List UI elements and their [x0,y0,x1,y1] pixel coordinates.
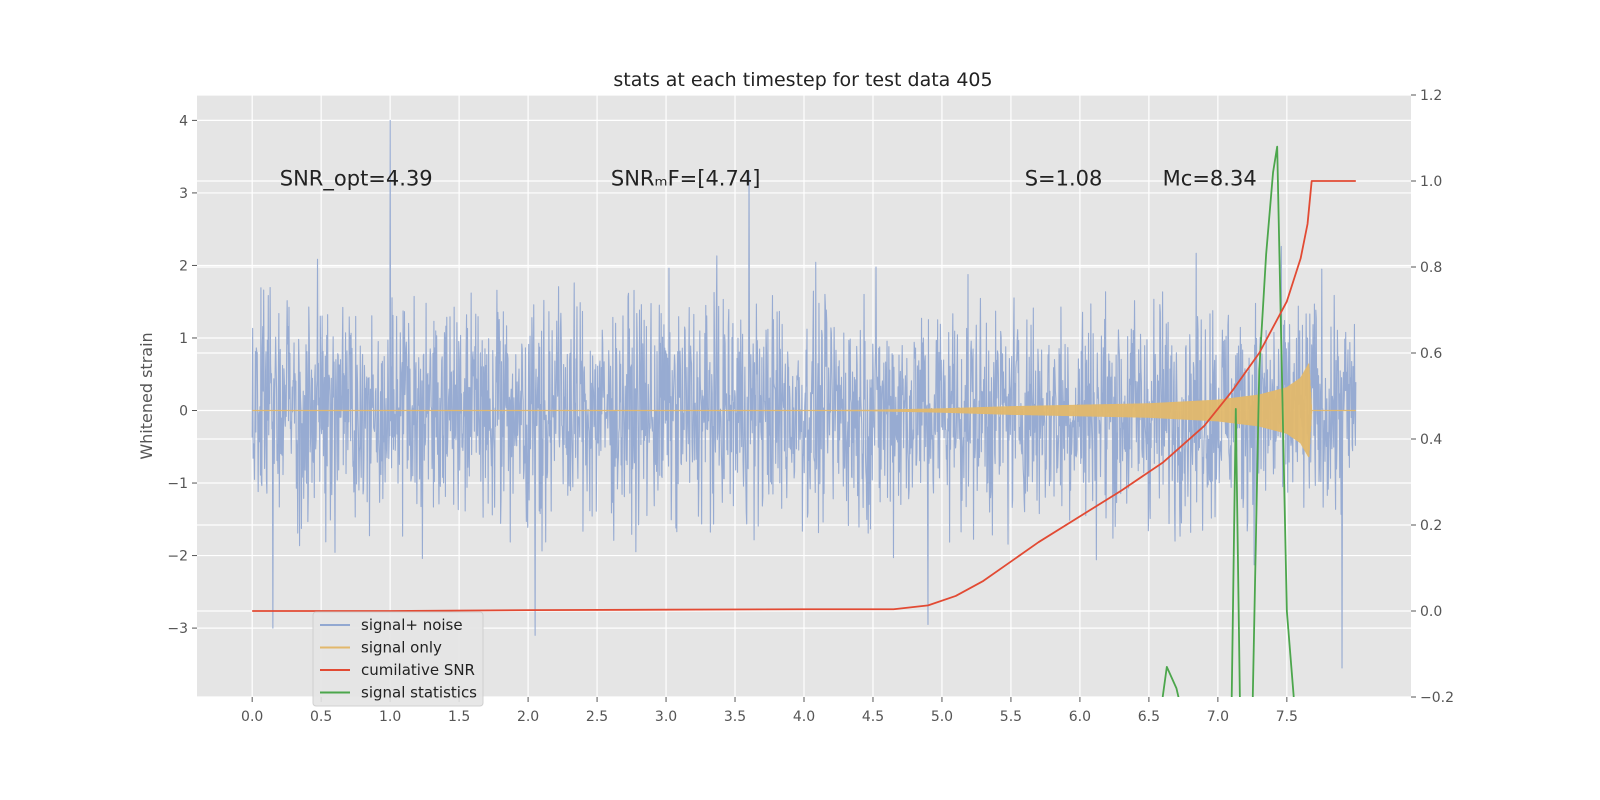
annotation-s: S=1.08 [1025,166,1103,190]
series-line-signal-noise [251,119,1357,669]
x-tick-label: 2.5 [586,709,608,725]
x-tick-label: 4.0 [793,709,815,725]
x-tick-label: 0.0 [241,709,263,725]
y2-tick-label: 0.2 [1420,518,1442,534]
x-tick-label: 2.0 [517,709,539,725]
series-layer [251,119,1357,697]
y-tick-label: 2 [179,258,188,274]
x-tick-label: 6.0 [1069,709,1091,725]
series-line-cumulative-snr [252,180,1356,612]
x-tick-label: 3.0 [655,709,677,725]
x-tick-label: 3.5 [724,709,746,725]
legend: signal+ noise signal only cumilative SNR si… [312,611,484,707]
chart-title: stats at each timestep for test data 405 [613,69,992,91]
y-tick-label: −2 [167,549,188,565]
series-line-signal-statistics [1161,145,1295,697]
annotations: SNR_opt=4.39 SNRₘF=[4.74] S=1.08 Mᴄ=8.34 [280,166,1257,191]
legend-label-cumsnr: cumilative SNR [361,661,475,679]
x-tick-label: 4.5 [862,709,884,725]
x-tick-label: 7.0 [1207,709,1229,725]
legend-label-signal: signal only [361,639,442,657]
x-tick-label: 5.0 [931,709,953,725]
y-tick-label: 0 [179,404,188,420]
y2-tick-label: 0.4 [1420,432,1442,448]
y2-tick-label: 0.8 [1420,260,1442,276]
y-axis-label: Whitened strain [137,332,156,459]
legend-box [312,611,484,707]
y2-tick-label: 1.0 [1420,174,1442,190]
y2-tick-label: 0.6 [1420,346,1442,362]
x-tick-label: 5.5 [1000,709,1022,725]
x-tick-label: 7.5 [1276,709,1298,725]
series-line-signal-only [252,363,1356,458]
y-tick-label: −3 [167,621,188,637]
x-tick-label: 1.5 [448,709,470,725]
y-tick-label: −1 [167,476,188,492]
y2-tick-label: 1.2 [1420,88,1442,104]
y2-tick-label: −0.2 [1420,690,1454,706]
y-tick-label: 1 [179,331,188,347]
x-tick-label: 6.5 [1138,709,1160,725]
legend-label-noise: signal+ noise [361,616,463,634]
legend-label-stats: signal statistics [361,684,477,702]
annotation-snr-opt: SNR_opt=4.39 [280,166,433,191]
y2-tick-label: 0.0 [1420,604,1442,620]
x-tick-label: 0.5 [310,709,332,725]
annotation-snr-mf: SNRₘF=[4.74] [611,166,761,190]
axes-layer: 0.0 0.5 1.0 1.5 2.0 2.5 3.0 3.5 4.0 4.5 5.0 5.5 6.0 6… [167,88,1454,725]
x-tick-label: 1.0 [379,709,401,725]
y-tick-label: 4 [179,113,188,129]
annotation-mc: Mᴄ=8.34 [1163,166,1257,190]
y-tick-label: 3 [179,186,188,202]
